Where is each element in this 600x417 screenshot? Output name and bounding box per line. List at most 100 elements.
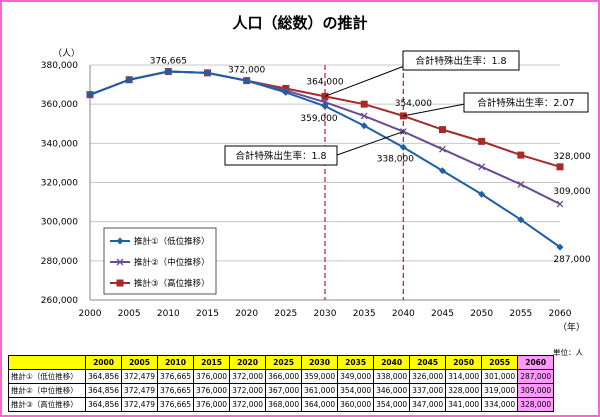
data-point bbox=[517, 180, 525, 188]
table-cell: 334,000 bbox=[481, 397, 519, 412]
table-cell: 354,000 bbox=[337, 383, 375, 398]
x-tick-label: 2040 bbox=[392, 309, 415, 319]
table-cell: 372,479 bbox=[121, 397, 159, 412]
table-cell: 326,000 bbox=[409, 369, 447, 384]
table-cell: 364,856 bbox=[84, 383, 123, 398]
data-point bbox=[360, 112, 368, 120]
data-point bbox=[556, 200, 564, 208]
callout-text: 合計特殊出生率：1.8 bbox=[235, 150, 326, 162]
chart-title: 人口（総数）の推計 bbox=[232, 14, 368, 32]
data-point bbox=[164, 68, 172, 76]
legend-label: 推計①（低位推移） bbox=[134, 236, 210, 247]
table-cell: 301,000 bbox=[481, 369, 519, 384]
table-cell: 314,000 bbox=[445, 369, 483, 384]
x-tick-label: 2035 bbox=[353, 309, 376, 319]
x-tick-label: 2060 bbox=[549, 309, 572, 319]
x-axis-label: （年） bbox=[558, 321, 585, 333]
data-point bbox=[478, 137, 486, 145]
table-cell: 376,000 bbox=[193, 383, 231, 398]
table-year-header: 2020 bbox=[229, 355, 267, 370]
table-cell: 319,000 bbox=[481, 383, 519, 398]
data-label: 338,000 bbox=[377, 154, 414, 164]
y-tick-label: 360,000 bbox=[41, 100, 78, 110]
x-tick-label: 2010 bbox=[157, 309, 180, 319]
table-row-label: 推計①（低位推移） bbox=[8, 369, 86, 384]
table-year-header: 2050 bbox=[445, 355, 483, 370]
table-cell: 328,000 bbox=[445, 383, 483, 398]
y-tick-label: 340,000 bbox=[41, 139, 78, 149]
callout-box bbox=[224, 145, 338, 166]
table-cell: 376,000 bbox=[193, 369, 231, 384]
table-cell: 376,665 bbox=[157, 397, 195, 412]
table-cell: 376,000 bbox=[193, 397, 231, 412]
table-cell: 372,479 bbox=[121, 369, 159, 384]
table-cell: 287,000 bbox=[517, 369, 555, 384]
x-tick-label: 2005 bbox=[118, 309, 141, 319]
table-year-header: 2015 bbox=[193, 355, 231, 370]
table-cell: 349,000 bbox=[337, 369, 375, 384]
table-cell: 359,000 bbox=[301, 369, 339, 384]
table-cell: 341,000 bbox=[445, 397, 483, 412]
table-cell: 376,665 bbox=[157, 383, 195, 398]
table-corner bbox=[8, 355, 86, 370]
x-tick-label: 2030 bbox=[314, 309, 337, 319]
data-point bbox=[204, 69, 211, 77]
table-cell: 360,000 bbox=[337, 397, 375, 412]
data-label: 309,000 bbox=[553, 187, 590, 197]
table-cell: 376,665 bbox=[157, 369, 195, 384]
callout-text: 合計特殊出生率：2.07 bbox=[477, 97, 574, 109]
callout-box bbox=[463, 92, 589, 113]
y-tick-label: 260,000 bbox=[41, 296, 78, 306]
callout-pointer bbox=[336, 131, 404, 156]
table-row: 推計①（低位推移） 364,856 372,479 376,665 376,000 372… bbox=[8, 369, 555, 384]
data-point bbox=[116, 279, 124, 287]
data-label: 354,000 bbox=[395, 99, 432, 109]
data-point bbox=[360, 100, 368, 108]
table-year-header: 2040 bbox=[373, 355, 411, 370]
table-cell: 372,000 bbox=[229, 383, 267, 398]
table-cell: 368,000 bbox=[265, 397, 303, 412]
table-cell: 346,000 bbox=[373, 383, 411, 398]
x-tick-label: 2050 bbox=[470, 309, 493, 319]
table-cell: 364,856 bbox=[84, 369, 123, 384]
table-cell: 347,000 bbox=[409, 397, 447, 412]
data-point bbox=[360, 122, 368, 130]
table-year-header: 2055 bbox=[481, 355, 519, 370]
y-tick-label: 380,000 bbox=[41, 61, 78, 71]
data-point bbox=[116, 258, 124, 266]
data-point bbox=[439, 145, 446, 153]
table-year-header: 2005 bbox=[121, 355, 159, 370]
table-year-header: 2000 bbox=[84, 355, 123, 370]
y-axis-label: （人） bbox=[53, 48, 80, 59]
data-point bbox=[556, 243, 564, 251]
data-point bbox=[321, 98, 329, 106]
table-year-header: 2045 bbox=[409, 355, 447, 370]
x-tick-label: 2025 bbox=[274, 309, 297, 319]
data-table: 2000 2005 2010 2015 2020 2025 2030 2035 2040 2045… bbox=[8, 355, 555, 412]
legend-label: 推計③（高位推移） bbox=[134, 278, 210, 289]
table-cell: 364,856 bbox=[84, 397, 123, 412]
table-cell: 372,000 bbox=[229, 369, 267, 384]
data-point bbox=[478, 190, 486, 198]
line-chart: 260,000 280,000 300,000 320,000 340,000 360,0… bbox=[41, 48, 591, 333]
data-point bbox=[556, 163, 564, 171]
x-tick-label: 2015 bbox=[196, 309, 219, 319]
data-point bbox=[439, 126, 446, 134]
table-cell: 337,000 bbox=[409, 383, 447, 398]
callout-box bbox=[402, 50, 520, 71]
data-point bbox=[321, 102, 329, 110]
data-point bbox=[282, 88, 290, 96]
x-tick-label: 2020 bbox=[235, 309, 258, 319]
data-label: 359,000 bbox=[300, 114, 337, 124]
table-unit-note: 単位：人 bbox=[553, 348, 583, 357]
table-year-header: 2030 bbox=[301, 355, 339, 370]
data-point bbox=[517, 151, 525, 159]
callout-pointer bbox=[403, 102, 471, 117]
x-tick-label: 2045 bbox=[431, 309, 454, 319]
callout-text: 合計特殊出生率：1.8 bbox=[415, 55, 506, 67]
table-cell: 328,000 bbox=[517, 397, 555, 412]
table-cell: 354,000 bbox=[373, 397, 411, 412]
table-year-header: 2010 bbox=[157, 355, 195, 370]
data-point bbox=[86, 91, 94, 99]
data-point bbox=[125, 76, 133, 84]
